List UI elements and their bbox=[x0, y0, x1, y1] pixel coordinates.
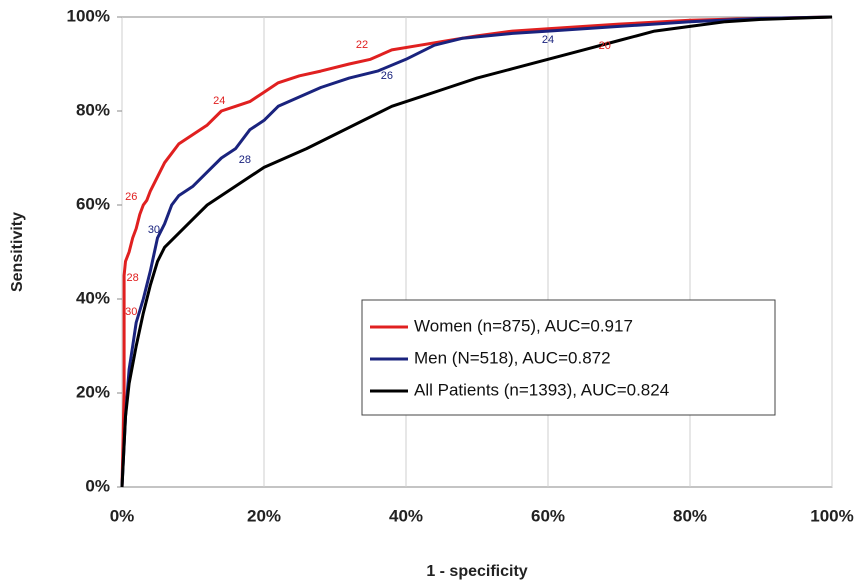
x-tick-label: 80% bbox=[673, 506, 707, 525]
x-tick-label: 60% bbox=[531, 506, 565, 525]
x-tick-label: 0% bbox=[110, 506, 135, 525]
y-tick-label: 100% bbox=[67, 6, 110, 25]
y-tick-label: 60% bbox=[76, 194, 110, 213]
y-tick-label: 40% bbox=[76, 288, 110, 307]
threshold-label: 26 bbox=[125, 191, 137, 203]
x-tick-label: 100% bbox=[810, 506, 853, 525]
y-axis-title: Sensitivity bbox=[9, 212, 26, 292]
threshold-label: 22 bbox=[356, 39, 368, 51]
threshold-label: 28 bbox=[127, 272, 139, 284]
y-tick-label: 80% bbox=[76, 100, 110, 119]
plot-area bbox=[121, 16, 833, 488]
y-tick-label: 0% bbox=[85, 476, 110, 495]
legend-label: All Patients (n=1393), AUC=0.824 bbox=[414, 380, 669, 399]
roc-curve bbox=[120, 15, 833, 488]
x-axis-title: 1 - specificity bbox=[426, 563, 527, 580]
threshold-label: 20 bbox=[599, 40, 611, 52]
threshold-label: 30 bbox=[148, 224, 160, 236]
legend-label: Women (n=875), AUC=0.917 bbox=[414, 316, 633, 335]
threshold-label: 26 bbox=[381, 70, 393, 82]
threshold-label: 28 bbox=[239, 154, 251, 166]
y-tick-label: 20% bbox=[76, 382, 110, 401]
x-tick-label: 20% bbox=[247, 506, 281, 525]
roc-curve bbox=[120, 15, 833, 488]
threshold-label: 24 bbox=[213, 95, 225, 107]
legend-box bbox=[361, 299, 776, 416]
legend-label: Men (N=518), AUC=0.872 bbox=[414, 348, 611, 367]
x-tick-label: 40% bbox=[389, 506, 423, 525]
threshold-label: 30 bbox=[125, 306, 137, 318]
threshold-label: 24 bbox=[542, 34, 554, 46]
